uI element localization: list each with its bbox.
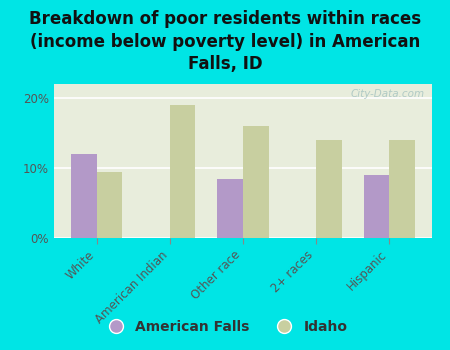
Bar: [97, 172, 122, 238]
Text: Breakdown of poor residents within races
(income below poverty level) in America: Breakdown of poor residents within races…: [29, 10, 421, 73]
Legend: American Falls, Idaho: American Falls, Idaho: [96, 314, 354, 340]
Bar: [71, 154, 97, 238]
Bar: [389, 140, 415, 238]
Bar: [316, 140, 342, 238]
Text: City-Data.com: City-Data.com: [350, 89, 424, 99]
Bar: [243, 126, 269, 238]
Bar: [170, 105, 195, 238]
Bar: [364, 175, 389, 238]
Bar: [217, 178, 243, 238]
